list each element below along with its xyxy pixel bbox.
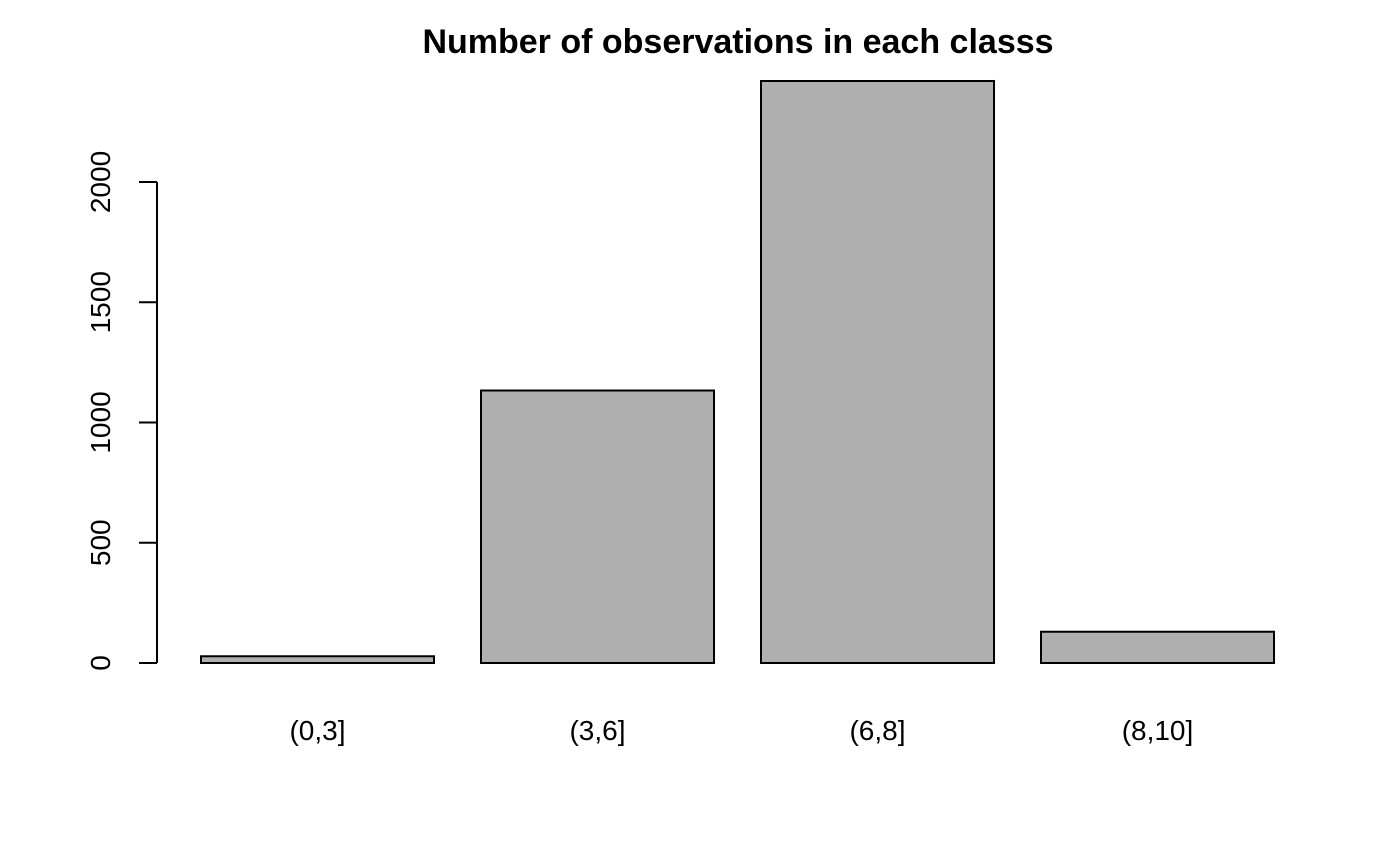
x-category-label: (0,3] <box>289 715 345 746</box>
y-axis: 0 500 1000 1500 2000 <box>85 151 158 671</box>
bar <box>480 389 715 664</box>
y-tick-label: 1000 <box>85 391 116 453</box>
bar <box>760 79 995 665</box>
y-tick-label: 500 <box>85 519 116 566</box>
y-tick-label: 0 <box>85 655 116 671</box>
chart-title: Number of observations in each classs <box>422 23 1053 61</box>
bar <box>1040 630 1275 664</box>
x-category-label: (8,10] <box>1122 715 1194 746</box>
bar <box>200 655 435 664</box>
bars-group <box>200 79 1275 665</box>
x-category-label: (6,8] <box>849 715 905 746</box>
y-tick-label: 2000 <box>85 151 116 213</box>
x-category-label: (3,6] <box>569 715 625 746</box>
x-axis-labels: (0,3] (3,6] (6,8] (8,10] <box>289 715 1193 746</box>
y-tick-label: 1500 <box>85 271 116 333</box>
